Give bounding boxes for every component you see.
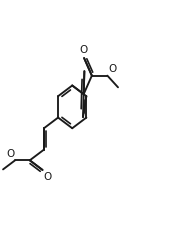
Text: O: O [79,45,87,55]
Text: O: O [6,148,14,158]
Text: O: O [43,172,52,182]
Text: O: O [108,64,116,74]
